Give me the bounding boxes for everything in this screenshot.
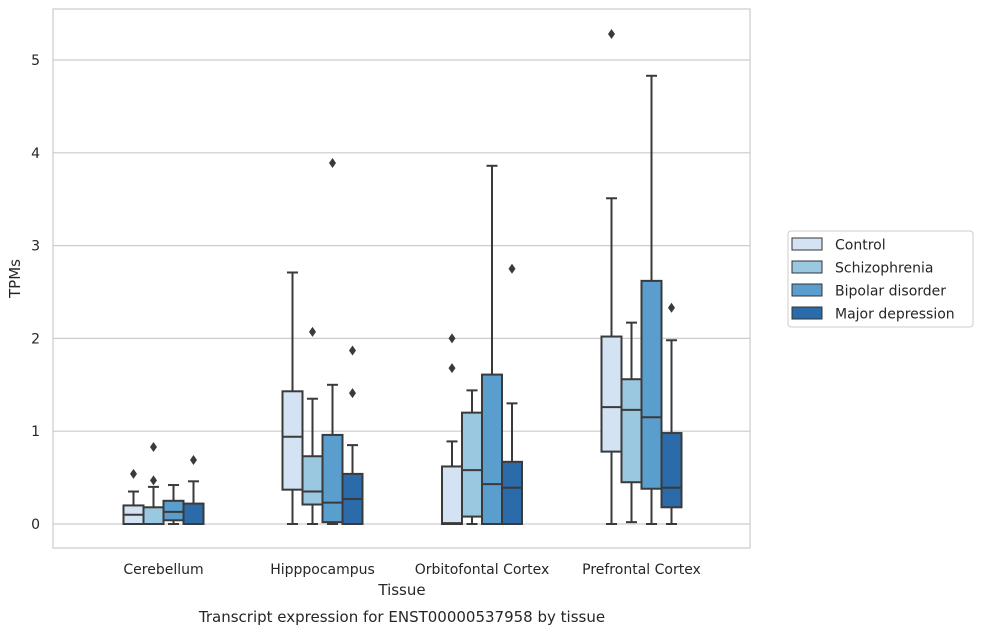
y-axis-ticks: 0 1 2 3 4 5 [31, 53, 40, 533]
outlier-s1-c3-1 [448, 363, 456, 374]
legend-swatch-major-depression [791, 306, 823, 320]
box-s3-c1 [162, 499, 185, 522]
box-s4-c3 [501, 460, 523, 526]
y-tick-label-3: 3 [31, 239, 40, 255]
box-s3-c2 [321, 433, 344, 524]
box-s4-c4 [660, 432, 683, 509]
outlier-s4-c3-1 [508, 263, 516, 274]
legend-swatch-schizophrenia [791, 260, 823, 274]
outlier-s4-c1-1 [190, 454, 197, 465]
legend-label-bipolar-disorder: Bipolar disorder [835, 284, 946, 300]
box-s3-c4 [640, 279, 663, 490]
legend: Control Schizophrenia Bipolar disorder M… [787, 230, 974, 328]
y-tick-label-2: 2 [31, 331, 40, 347]
box-s3-c3 [481, 373, 503, 526]
legend-label-major-depression: Major depression [835, 307, 955, 323]
box-series [122, 29, 683, 526]
x-axis-ticks: Cerebellum Hipppocampus Orbitofontal Corte… [123, 562, 700, 578]
x-tick-label-1: Cerebellum [123, 562, 203, 578]
legend-frame [787, 230, 974, 328]
box-s1-c3 [441, 465, 463, 525]
box-s2-c3 [461, 411, 483, 518]
outlier-s1-c3-2 [448, 333, 456, 344]
y-tick-label-4: 4 [31, 146, 40, 162]
x-tick-label-3: Orbitofontal Cortex [415, 562, 550, 578]
x-tick-label-4: Prefrontal Cortex [582, 562, 701, 578]
y-tick-label-1: 1 [31, 424, 40, 440]
chart-caption: Transcript expression for ENST0000053795… [198, 608, 605, 626]
outlier-s4-c2-1 [349, 388, 356, 399]
outlier-s2-c2-1 [309, 326, 316, 337]
outlier-s4-c2-2 [349, 345, 356, 356]
outlier-s4-c4-1 [668, 302, 675, 313]
box-s2-c1 [142, 506, 165, 525]
legend-swatch-control [791, 237, 823, 251]
x-tick-label-2: Hipppocampus [270, 562, 375, 578]
outlier-s1-c1-1 [130, 468, 137, 479]
box-s1-c2 [281, 390, 304, 491]
y-axis-label: TPMs [6, 259, 24, 299]
legend-swatch-bipolar-disorder [791, 283, 823, 297]
legend-label-schizophrenia: Schizophrenia [835, 261, 933, 277]
box-s2-c2 [301, 455, 324, 506]
y-tick-label-5: 5 [31, 53, 40, 69]
x-axis-label: Tissue [377, 581, 425, 599]
y-tick-label-0: 0 [31, 517, 40, 533]
legend-label-control: Control [835, 238, 886, 254]
box-s4-c1 [182, 502, 205, 526]
outlier-s2-c1-2 [150, 441, 157, 452]
box-s2-c4 [620, 378, 643, 484]
outlier-s2-c1-1 [150, 475, 157, 486]
box-s1-c4 [600, 335, 623, 453]
outlier-s3-c2-1 [329, 158, 336, 169]
outlier-s1-c4-1 [608, 29, 615, 40]
